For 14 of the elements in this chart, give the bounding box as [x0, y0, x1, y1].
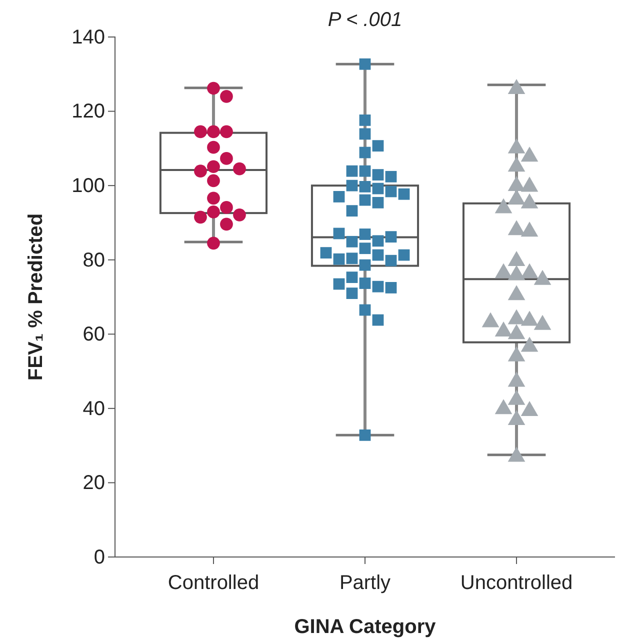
y-axis-title: FEV₁ % Predicted [25, 213, 47, 381]
x-tick-label: Controlled [168, 572, 260, 594]
y-tick-label: 80 [82, 249, 105, 272]
y-tick-label: 40 [82, 398, 105, 420]
text: P < .001 [328, 9, 402, 31]
x-tick-label: Uncontrolled [460, 572, 573, 594]
y-tick-label: 120 [72, 100, 105, 123]
y-tick-label: 140 [72, 26, 105, 48]
y-tick-label: 100 [72, 174, 105, 197]
x-axis-title: GINA Category [294, 616, 437, 638]
x-tick-label: Partly [339, 572, 391, 594]
y-tick-label: 20 [82, 472, 105, 494]
y-tick-label: 0 [94, 546, 105, 568]
y-tick-label: 60 [82, 324, 105, 346]
